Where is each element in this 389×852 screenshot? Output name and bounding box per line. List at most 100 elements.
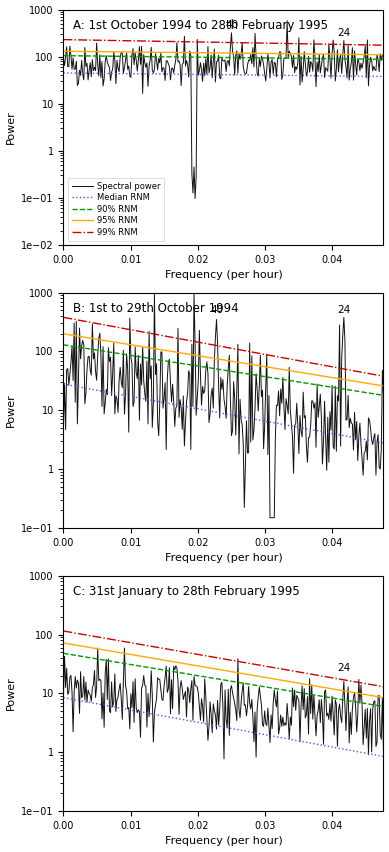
Spectral power xyxy=(333,381,338,391)
95% RNM xyxy=(215,48,220,58)
Spectral power xyxy=(61,423,66,433)
99% RNM xyxy=(373,40,378,50)
99% RNM xyxy=(61,34,66,44)
90% RNM xyxy=(323,692,328,702)
Line: 95% RNM: 95% RNM xyxy=(63,51,384,55)
Spectral power xyxy=(193,193,198,204)
Median RNM xyxy=(215,70,220,80)
Text: A: 1st October 1994 to 28th February 1995: A: 1st October 1994 to 28th February 199… xyxy=(73,19,328,32)
Spectral power xyxy=(253,707,258,717)
90% RNM xyxy=(381,701,386,711)
95% RNM xyxy=(234,667,239,677)
95% RNM xyxy=(252,671,256,681)
Line: 90% RNM: 90% RNM xyxy=(63,653,384,706)
95% RNM xyxy=(381,381,386,391)
99% RNM xyxy=(323,360,328,371)
Spectral power xyxy=(95,643,100,653)
Median RNM xyxy=(213,721,218,731)
Line: Spectral power: Spectral power xyxy=(63,648,384,759)
95% RNM xyxy=(323,371,328,382)
Spectral power xyxy=(285,15,289,26)
Median RNM xyxy=(215,721,220,731)
90% RNM xyxy=(61,648,66,659)
95% RNM xyxy=(234,48,239,58)
95% RNM xyxy=(373,691,378,701)
99% RNM xyxy=(381,40,386,50)
Median RNM xyxy=(373,750,378,760)
Median RNM xyxy=(213,70,218,80)
Line: 90% RNM: 90% RNM xyxy=(63,345,384,395)
95% RNM xyxy=(213,48,218,58)
99% RNM xyxy=(252,348,256,358)
Median RNM xyxy=(61,693,66,703)
Text: B: 1st to 29th October 1994: B: 1st to 29th October 1994 xyxy=(73,302,239,315)
99% RNM xyxy=(234,37,239,48)
Median RNM xyxy=(252,414,256,424)
Median RNM xyxy=(234,411,239,421)
99% RNM xyxy=(373,370,378,380)
Spectral power xyxy=(353,435,358,445)
90% RNM xyxy=(234,367,239,377)
95% RNM xyxy=(252,49,256,59)
99% RNM xyxy=(213,653,218,663)
99% RNM xyxy=(323,671,328,682)
99% RNM xyxy=(61,312,66,322)
Y-axis label: Power: Power xyxy=(6,394,16,427)
95% RNM xyxy=(373,380,378,390)
95% RNM xyxy=(61,46,66,56)
Spectral power xyxy=(259,700,264,711)
Spectral power xyxy=(258,61,263,72)
Spectral power xyxy=(381,745,386,755)
Line: 95% RNM: 95% RNM xyxy=(63,334,384,386)
90% RNM xyxy=(61,50,66,60)
99% RNM xyxy=(323,39,328,49)
95% RNM xyxy=(252,360,256,370)
Spectral power xyxy=(61,691,66,701)
Spectral power xyxy=(333,76,338,86)
Spectral power xyxy=(62,378,67,389)
Text: 24: 24 xyxy=(337,663,350,673)
90% RNM xyxy=(373,700,378,711)
95% RNM xyxy=(323,49,328,59)
Spectral power xyxy=(62,60,67,71)
99% RNM xyxy=(215,653,220,663)
Line: Spectral power: Spectral power xyxy=(63,20,384,199)
Line: 95% RNM: 95% RNM xyxy=(63,643,384,698)
Spectral power xyxy=(258,350,263,360)
95% RNM xyxy=(373,49,378,60)
Spectral power xyxy=(253,403,258,413)
90% RNM xyxy=(61,340,66,350)
Y-axis label: Power: Power xyxy=(6,676,16,711)
99% RNM xyxy=(213,340,218,350)
Median RNM xyxy=(373,436,378,446)
99% RNM xyxy=(215,37,220,48)
90% RNM xyxy=(213,673,218,683)
95% RNM xyxy=(234,357,239,367)
Line: 99% RNM: 99% RNM xyxy=(63,631,384,687)
90% RNM xyxy=(323,54,328,64)
Line: Median RNM: Median RNM xyxy=(63,384,384,443)
Line: Median RNM: Median RNM xyxy=(63,698,384,757)
Spectral power xyxy=(62,651,67,661)
Y-axis label: Power: Power xyxy=(5,111,16,144)
Spectral power xyxy=(381,389,386,399)
90% RNM xyxy=(252,53,256,63)
95% RNM xyxy=(323,682,328,693)
90% RNM xyxy=(381,390,386,400)
Median RNM xyxy=(61,379,66,389)
95% RNM xyxy=(381,49,386,60)
90% RNM xyxy=(373,389,378,400)
Legend: Spectral power, Median RNM, 90% RNM, 95% RNM, 99% RNM: Spectral power, Median RNM, 90% RNM, 95%… xyxy=(68,177,165,241)
99% RNM xyxy=(381,682,386,692)
90% RNM xyxy=(381,55,386,65)
99% RNM xyxy=(252,37,256,48)
Line: 99% RNM: 99% RNM xyxy=(63,39,384,45)
Line: 99% RNM: 99% RNM xyxy=(63,317,384,377)
Median RNM xyxy=(234,724,239,734)
Median RNM xyxy=(323,740,328,751)
99% RNM xyxy=(234,656,239,666)
Line: 90% RNM: 90% RNM xyxy=(63,55,384,60)
95% RNM xyxy=(213,354,218,364)
X-axis label: Frequency (per hour): Frequency (per hour) xyxy=(165,837,282,846)
Median RNM xyxy=(381,751,386,762)
